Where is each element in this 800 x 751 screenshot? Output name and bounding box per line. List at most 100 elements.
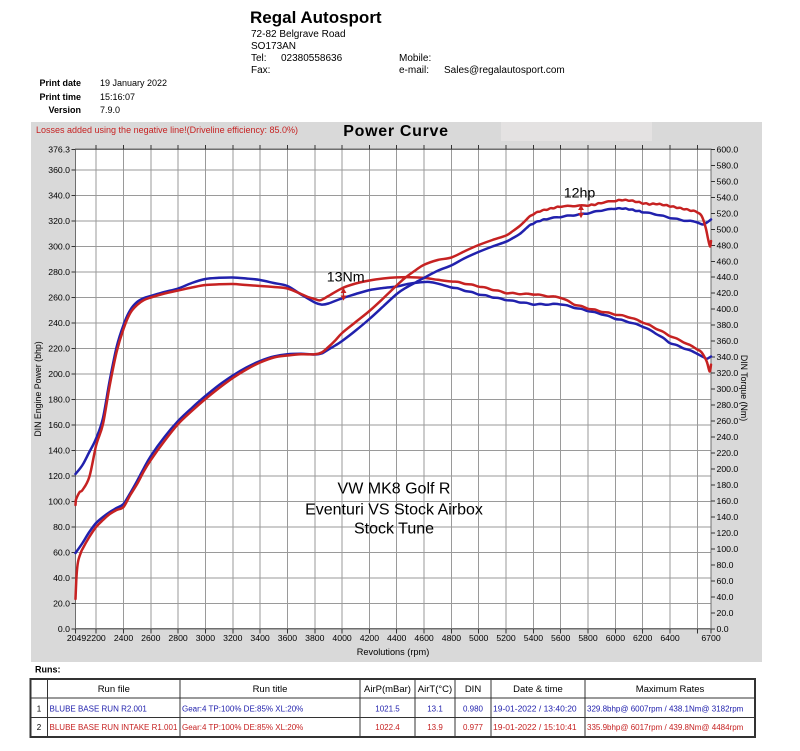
svg-text:Date & time: Date & time [513,684,563,695]
svg-text:20.0: 20.0 [53,598,70,608]
svg-text:60.0: 60.0 [53,547,70,557]
svg-text:DIN: DIN [465,684,482,695]
svg-text:4600: 4600 [414,633,433,643]
svg-text:220.0: 220.0 [48,344,70,354]
svg-text:329.8bhp@ 6007rpm / 438.1Nm@ 3: 329.8bhp@ 6007rpm / 438.1Nm@ 3182rpm [587,705,744,714]
svg-text:4200: 4200 [360,633,379,643]
svg-text:Fax:: Fax: [251,65,270,76]
svg-text:Run title: Run title [253,684,288,695]
svg-text:100.0: 100.0 [717,544,739,554]
svg-text:7.9.0: 7.9.0 [100,105,120,115]
svg-text:Mobile:: Mobile: [399,53,431,64]
svg-text:4400: 4400 [387,633,406,643]
svg-text:6000: 6000 [606,633,625,643]
svg-text:Gear:4 TP:100% DE:85% XL:20%: Gear:4 TP:100% DE:85% XL:20% [182,723,303,732]
svg-text:5000: 5000 [469,633,488,643]
svg-text:13Nm: 13Nm [327,270,365,286]
svg-text:3400: 3400 [250,633,269,643]
svg-text:3000: 3000 [196,633,215,643]
svg-text:1022.4: 1022.4 [375,723,400,732]
svg-text:40.0: 40.0 [717,592,734,602]
svg-text:540.0: 540.0 [717,192,739,202]
svg-text:320.0: 320.0 [48,216,70,226]
svg-text:e-mail:: e-mail: [399,65,429,76]
svg-text:320.0: 320.0 [717,368,739,378]
svg-text:280.0: 280.0 [717,400,739,410]
svg-text:4800: 4800 [442,633,461,643]
svg-text:360.0: 360.0 [48,165,70,175]
svg-text:20.0: 20.0 [717,608,734,618]
svg-text:335.9bhp@ 6017rpm / 439.8Nm@ 4: 335.9bhp@ 6017rpm / 439.8Nm@ 4484rpm [587,723,744,732]
svg-text:6200: 6200 [633,633,652,643]
svg-text:360.0: 360.0 [717,336,739,346]
svg-text:0.0: 0.0 [717,624,729,634]
svg-text:2800: 2800 [168,633,187,643]
svg-text:180.0: 180.0 [48,395,70,405]
svg-text:300.0: 300.0 [48,242,70,252]
svg-text:240.0: 240.0 [48,318,70,328]
svg-text:380.0: 380.0 [717,320,739,330]
svg-text:600.0: 600.0 [717,144,739,154]
svg-text:3200: 3200 [223,633,242,643]
svg-text:4000: 4000 [332,633,351,643]
svg-text:15:16:07: 15:16:07 [100,92,135,102]
svg-text:19 January 2022: 19 January 2022 [100,78,167,88]
svg-text:2049: 2049 [67,633,86,643]
svg-text:140.0: 140.0 [717,512,739,522]
svg-text:Stock Tune: Stock Tune [354,521,434,538]
svg-text:13.1: 13.1 [427,705,443,714]
svg-text:6700: 6700 [701,633,720,643]
svg-text:02380558636: 02380558636 [281,53,343,64]
svg-text:2600: 2600 [141,633,160,643]
svg-text:140.0: 140.0 [48,445,70,455]
svg-text:420.0: 420.0 [717,288,739,298]
svg-text:0.977: 0.977 [463,723,484,732]
svg-text:220.0: 220.0 [717,448,739,458]
svg-text:260.0: 260.0 [717,416,739,426]
svg-text:19-01-2022 / 13:40:20: 19-01-2022 / 13:40:20 [493,704,577,714]
svg-text:Runs:: Runs: [35,665,61,675]
svg-text:260.0: 260.0 [48,293,70,303]
svg-text:Tel:: Tel: [251,53,267,64]
svg-text:VW MK8 Golf R: VW MK8 Golf R [338,481,451,498]
svg-text:60.0: 60.0 [717,576,734,586]
svg-text:19-01-2022 / 15:10:41: 19-01-2022 / 15:10:41 [493,722,577,732]
svg-text:480.0: 480.0 [717,240,739,250]
svg-text:560.0: 560.0 [717,176,739,186]
svg-text:Eventuri VS Stock Airbox: Eventuri VS Stock Airbox [305,502,483,519]
svg-text:Revolutions (rpm): Revolutions (rpm) [357,647,430,657]
svg-text:Run file: Run file [98,684,130,695]
svg-text:80.0: 80.0 [53,522,70,532]
svg-text:Power Curve: Power Curve [343,123,449,140]
svg-text:340.0: 340.0 [717,352,739,362]
svg-text:AirP(mBar): AirP(mBar) [364,684,411,695]
svg-text:500.0: 500.0 [717,224,739,234]
svg-text:AirT(°C): AirT(°C) [418,684,452,695]
svg-text:300.0: 300.0 [717,384,739,394]
svg-text:120.0: 120.0 [48,471,70,481]
svg-text:80.0: 80.0 [717,560,734,570]
svg-text:3800: 3800 [305,633,324,643]
svg-text:Sales@regalautosport.com: Sales@regalautosport.com [444,65,565,76]
svg-text:1021.5: 1021.5 [375,705,400,714]
svg-text:520.0: 520.0 [717,208,739,218]
svg-text:100.0: 100.0 [48,496,70,506]
svg-text:1: 1 [37,705,42,714]
svg-text:40.0: 40.0 [53,573,70,583]
svg-text:SO173AN: SO173AN [251,41,296,52]
svg-text:160.0: 160.0 [48,420,70,430]
svg-text:Gear:4 TP:100% DE:85% XL:20%: Gear:4 TP:100% DE:85% XL:20% [182,705,303,714]
svg-text:400.0: 400.0 [717,304,739,314]
svg-text:376.3: 376.3 [48,144,70,154]
svg-text:200.0: 200.0 [48,369,70,379]
svg-text:Version: Version [48,105,81,115]
svg-text:5400: 5400 [524,633,543,643]
svg-text:Losses added using the negativ: Losses added using the negative line!(Dr… [36,125,298,135]
svg-text:2: 2 [37,723,42,732]
svg-text:3600: 3600 [278,633,297,643]
svg-text:280.0: 280.0 [48,267,70,277]
svg-text:460.0: 460.0 [717,256,739,266]
svg-text:5800: 5800 [578,633,597,643]
svg-text:340.0: 340.0 [48,191,70,201]
svg-text:13.9: 13.9 [427,723,443,732]
